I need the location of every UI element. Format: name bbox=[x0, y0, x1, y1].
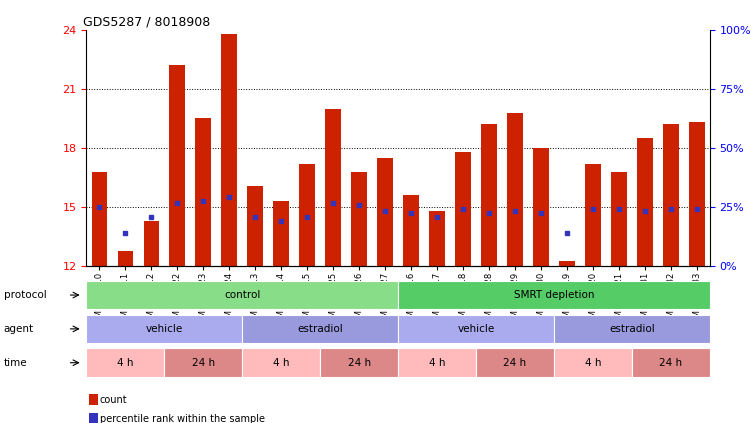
Bar bbox=[559, 261, 575, 266]
Bar bbox=[273, 201, 289, 266]
Bar bbox=[689, 122, 704, 266]
Text: 4 h: 4 h bbox=[429, 358, 445, 368]
Text: SMRT depletion: SMRT depletion bbox=[514, 290, 594, 300]
Bar bbox=[533, 148, 549, 266]
Bar bbox=[554, 349, 632, 377]
Text: GDS5287 / 8018908: GDS5287 / 8018908 bbox=[83, 16, 210, 28]
Text: vehicle: vehicle bbox=[146, 324, 183, 334]
Bar bbox=[351, 172, 366, 266]
Text: 24 h: 24 h bbox=[348, 358, 371, 368]
Text: 24 h: 24 h bbox=[192, 358, 215, 368]
Bar bbox=[222, 33, 237, 266]
Bar bbox=[86, 349, 164, 377]
Bar bbox=[398, 315, 554, 343]
Bar bbox=[195, 118, 211, 266]
Text: 4 h: 4 h bbox=[584, 358, 601, 368]
Bar bbox=[481, 124, 496, 266]
Bar bbox=[554, 315, 710, 343]
Text: 4 h: 4 h bbox=[117, 358, 134, 368]
Bar bbox=[611, 172, 626, 266]
Text: 24 h: 24 h bbox=[659, 358, 683, 368]
Bar bbox=[398, 281, 710, 309]
Bar bbox=[242, 349, 320, 377]
Bar bbox=[86, 281, 398, 309]
Bar bbox=[242, 315, 398, 343]
Bar bbox=[632, 349, 710, 377]
Text: estradiol: estradiol bbox=[609, 324, 655, 334]
Bar bbox=[585, 164, 601, 266]
Bar bbox=[170, 65, 185, 266]
Text: vehicle: vehicle bbox=[457, 324, 495, 334]
Bar bbox=[663, 124, 679, 266]
Text: agent: agent bbox=[4, 324, 34, 334]
Bar bbox=[476, 349, 554, 377]
Bar bbox=[320, 349, 398, 377]
Bar bbox=[398, 349, 476, 377]
Text: control: control bbox=[224, 290, 261, 300]
Bar bbox=[247, 186, 263, 266]
Text: time: time bbox=[4, 358, 27, 368]
Bar bbox=[455, 152, 471, 266]
Text: 24 h: 24 h bbox=[503, 358, 526, 368]
Bar bbox=[403, 195, 419, 266]
Text: count: count bbox=[100, 395, 128, 405]
Bar bbox=[377, 158, 393, 266]
Bar bbox=[300, 164, 315, 266]
Bar bbox=[92, 172, 107, 266]
Text: protocol: protocol bbox=[4, 290, 47, 300]
Bar bbox=[430, 211, 445, 266]
Bar bbox=[637, 138, 653, 266]
Text: estradiol: estradiol bbox=[297, 324, 343, 334]
Bar bbox=[164, 349, 242, 377]
Bar bbox=[86, 315, 242, 343]
Bar bbox=[143, 221, 159, 266]
Text: percentile rank within the sample: percentile rank within the sample bbox=[100, 414, 265, 423]
Bar bbox=[118, 251, 133, 266]
Bar bbox=[507, 113, 523, 266]
Text: 4 h: 4 h bbox=[273, 358, 289, 368]
Bar bbox=[325, 109, 341, 266]
